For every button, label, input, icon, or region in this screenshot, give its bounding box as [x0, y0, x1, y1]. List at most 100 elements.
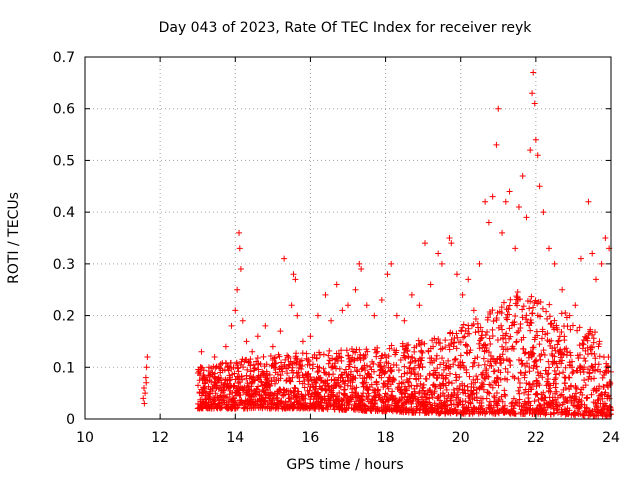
data-point [485, 373, 492, 380]
data-point [598, 260, 605, 267]
data-point [500, 357, 507, 364]
data-point [316, 364, 323, 371]
data-point [440, 381, 447, 388]
data-point [341, 391, 348, 398]
data-point [264, 375, 271, 382]
data-point [437, 385, 444, 392]
data-point [565, 410, 572, 417]
data-point [579, 391, 586, 398]
data-point [370, 368, 377, 375]
data-point [350, 357, 357, 364]
data-point [553, 388, 560, 395]
data-point [486, 390, 493, 397]
data-point [539, 328, 546, 335]
data-point [527, 402, 534, 409]
data-point [436, 371, 443, 378]
data-point [336, 365, 343, 372]
data-point [526, 381, 533, 388]
data-point [467, 347, 474, 354]
data-point [374, 344, 381, 351]
data-point [516, 384, 523, 391]
data-point [569, 322, 576, 329]
data-point [595, 396, 602, 403]
data-point [587, 326, 594, 333]
data-point [271, 360, 278, 367]
data-point [473, 386, 480, 393]
data-point [304, 371, 311, 378]
data-point [235, 368, 242, 375]
data-point [407, 358, 414, 365]
data-point [373, 381, 380, 388]
data-point [465, 276, 472, 283]
data-point [591, 329, 598, 336]
data-point [339, 374, 346, 381]
data-point [574, 410, 581, 417]
data-point [522, 349, 529, 356]
data-point [592, 276, 599, 283]
data-point [573, 393, 580, 400]
data-point [480, 381, 487, 388]
data-point [532, 136, 539, 143]
data-point [263, 376, 270, 383]
data-point [428, 391, 435, 398]
data-point [269, 343, 276, 350]
data-point [285, 355, 292, 362]
data-point [221, 366, 228, 373]
data-point [529, 90, 536, 97]
data-point [462, 398, 469, 405]
data-point [299, 363, 306, 370]
data-point [556, 370, 563, 377]
data-point [255, 383, 262, 390]
data-point [427, 281, 434, 288]
data-point [478, 402, 485, 409]
data-point [271, 354, 278, 361]
data-point [237, 266, 244, 273]
data-point [209, 369, 216, 376]
data-point [388, 342, 395, 349]
data-point [581, 364, 588, 371]
data-point [528, 320, 535, 327]
data-point [336, 389, 343, 396]
data-point [227, 376, 234, 383]
data-point [276, 353, 283, 360]
data-point [518, 361, 525, 368]
data-point [361, 402, 368, 409]
data-point [329, 355, 336, 362]
data-point [555, 337, 562, 344]
data-point [557, 354, 564, 361]
data-point [506, 188, 513, 195]
data-point [482, 331, 489, 338]
data-point [198, 348, 205, 355]
data-point [453, 271, 460, 278]
y-tick-label: 0.6 [53, 102, 75, 118]
data-point [566, 312, 573, 319]
grid-lines [85, 57, 611, 419]
data-point [474, 354, 481, 361]
data-point [277, 372, 284, 379]
data-point [301, 384, 308, 391]
data-point [359, 366, 366, 373]
data-point [417, 373, 424, 380]
data-point [527, 298, 534, 305]
data-point [576, 363, 583, 370]
data-point [438, 260, 445, 267]
data-point [437, 340, 444, 347]
data-point [284, 370, 291, 377]
data-point [536, 183, 543, 190]
data-point [454, 334, 461, 341]
data-point [372, 397, 379, 404]
data-point [483, 395, 490, 402]
data-point [325, 383, 332, 390]
data-point [446, 379, 453, 386]
data-point [540, 389, 547, 396]
data-point [326, 371, 333, 378]
data-point [285, 361, 292, 368]
data-point [517, 320, 524, 327]
data-point [209, 401, 216, 408]
data-point [566, 407, 573, 414]
data-point [574, 327, 581, 334]
data-point [222, 393, 229, 400]
x-tick-label: 22 [527, 430, 545, 446]
data-point [264, 370, 271, 377]
data-point [498, 393, 505, 400]
